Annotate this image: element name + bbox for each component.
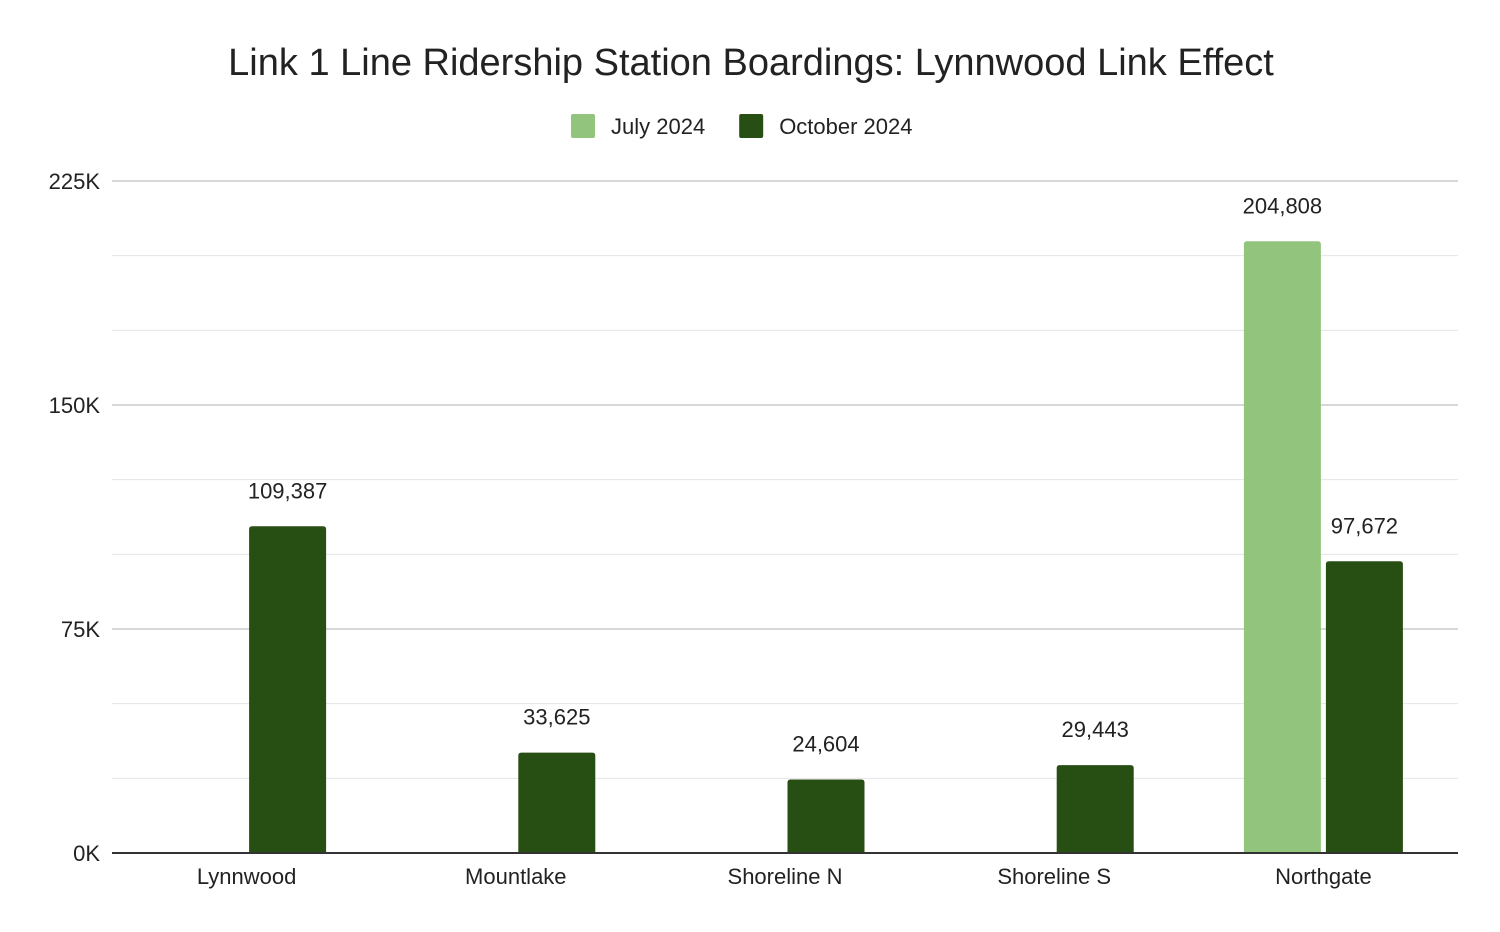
bar bbox=[518, 752, 596, 853]
chart-title: Link 1 Line Ridership Station Boardings:… bbox=[228, 42, 1274, 84]
x-tick-label: Shoreline N bbox=[728, 864, 843, 889]
bars bbox=[249, 241, 1403, 854]
bar bbox=[1243, 241, 1321, 854]
grid bbox=[112, 180, 1458, 779]
y-tick-label: 225K bbox=[49, 169, 101, 194]
bar bbox=[249, 526, 327, 853]
x-tick-label: Mountlake bbox=[465, 864, 567, 889]
y-axis: 0K 75K 150K 225K bbox=[49, 169, 101, 866]
bar bbox=[1056, 765, 1134, 853]
x-tick-label: Shoreline S bbox=[997, 864, 1111, 889]
data-label: 29,443 bbox=[1062, 717, 1129, 742]
y-tick-label: 0K bbox=[73, 841, 100, 866]
data-label: 24,604 bbox=[792, 732, 859, 757]
data-label: 97,672 bbox=[1331, 513, 1398, 538]
bar bbox=[787, 779, 865, 853]
data-label: 109,387 bbox=[248, 478, 328, 503]
x-tick-label: Lynnwood bbox=[197, 864, 296, 889]
y-tick-label: 150K bbox=[49, 393, 101, 418]
x-axis: Lynnwood Mountlake Shoreline N Shoreline S N… bbox=[197, 864, 1372, 889]
legend: July 2024 October 2024 bbox=[571, 114, 913, 139]
bar bbox=[1325, 561, 1403, 853]
data-labels: 204,808 109,387 33,625 24,604 29,443 97,672 bbox=[248, 193, 1398, 756]
legend-label: July 2024 bbox=[611, 114, 705, 139]
legend-swatch bbox=[739, 114, 764, 138]
legend-swatch bbox=[571, 114, 595, 138]
data-label: 204,808 bbox=[1243, 193, 1323, 218]
legend-label: October 2024 bbox=[779, 114, 912, 139]
y-tick-label: 75K bbox=[61, 617, 100, 642]
data-label: 33,625 bbox=[523, 705, 590, 730]
x-tick-label: Northgate bbox=[1275, 864, 1372, 889]
